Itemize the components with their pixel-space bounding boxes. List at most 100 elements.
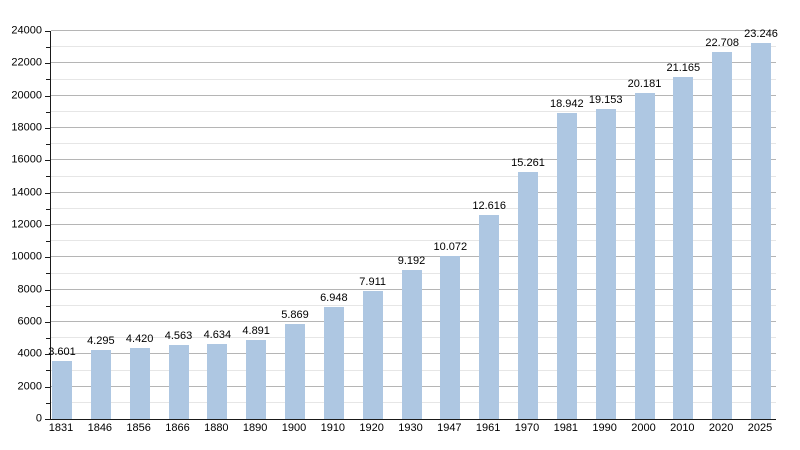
- y-axis-tick: [46, 47, 50, 48]
- bar-value-label: 3.601: [48, 345, 76, 358]
- bar: [285, 324, 305, 419]
- bar: [90, 349, 111, 419]
- bar: [168, 345, 189, 419]
- bar-value-label: 6.948: [320, 291, 348, 304]
- bar-value-label: 9.192: [397, 255, 426, 268]
- x-tick-label: 1920: [359, 422, 384, 434]
- y-tick-label: 16000: [11, 153, 42, 166]
- y-tick-label: 2000: [17, 380, 42, 393]
- bar: [556, 112, 577, 419]
- gridline-major: [51, 62, 776, 64]
- y-axis-tick: [46, 338, 50, 339]
- y-axis-tick: [45, 322, 50, 323]
- bar: [518, 172, 538, 419]
- y-tick-label: 12000: [11, 218, 42, 231]
- bar-value-label: 7.911: [359, 276, 387, 289]
- x-tick-label: 2010: [670, 422, 695, 434]
- bar-value-label: 21.165: [666, 61, 701, 74]
- y-axis-tick: [46, 176, 50, 177]
- bar: [362, 291, 383, 419]
- bar: [401, 270, 422, 419]
- x-tick-label: 1970: [514, 422, 540, 434]
- y-axis-tick: [45, 128, 50, 129]
- bar-value-label: 10.072: [433, 241, 468, 254]
- plot-area: 3.601 4.295 4.420 4.563 4.634 4.891 5.869 6.948…: [48, 28, 778, 420]
- x-tick-label: 1866: [165, 422, 190, 434]
- x-tick-label: 1981: [553, 422, 579, 434]
- gridline-major: [51, 224, 776, 225]
- y-axis-tick: [45, 96, 50, 97]
- bar: [323, 306, 344, 419]
- x-tick-label: 1890: [242, 422, 268, 434]
- y-axis-tick: [45, 257, 50, 258]
- bar-value-label: 4.563: [164, 330, 193, 343]
- y-axis-tick: [45, 160, 50, 161]
- gridline-major: [51, 94, 776, 96]
- bar: [52, 360, 72, 419]
- gridline-minor: [51, 110, 776, 112]
- gridline-major: [51, 256, 776, 258]
- bar: [712, 51, 733, 419]
- x-tick-label: 2020: [708, 422, 734, 434]
- x-tick-label: 1880: [204, 422, 229, 434]
- y-axis-tick: [45, 193, 50, 194]
- y-tick-label: 6000: [17, 315, 42, 328]
- bar: [673, 76, 694, 419]
- bar: [207, 344, 228, 419]
- y-tick-label: 10000: [11, 250, 42, 263]
- x-tick-label: 1990: [592, 422, 617, 434]
- gridline-major: [51, 159, 776, 161]
- y-axis-tick: [45, 354, 50, 355]
- y-axis-tick: [46, 241, 50, 242]
- x-tick-label: 1930: [398, 422, 423, 434]
- bar-value-label: 20.181: [627, 77, 662, 90]
- bar-value-label: 4.295: [87, 334, 115, 347]
- x-tick-label: 2025: [747, 422, 773, 434]
- y-axis-tick: [46, 306, 50, 307]
- y-axis-tick: [45, 63, 50, 64]
- bar-value-label: 19.153: [588, 94, 623, 107]
- y-tick-label: 22000: [11, 56, 42, 69]
- x-tick-label: 2000: [631, 422, 656, 434]
- bar-value-label: 12.616: [472, 200, 506, 213]
- bar: [751, 43, 771, 419]
- y-axis-tick: [45, 225, 50, 226]
- gridline-minor: [51, 46, 776, 48]
- y-axis-tick: [46, 144, 50, 145]
- bar-value-label: 23.246: [744, 28, 778, 41]
- x-tick-label: 1961: [475, 422, 501, 434]
- y-tick-label: 18000: [11, 121, 42, 134]
- bar-value-label: 4.891: [242, 324, 270, 337]
- y-tick-label: 0: [35, 412, 42, 425]
- gridline-minor: [51, 143, 776, 145]
- bar-value-label: 5.869: [281, 309, 309, 322]
- x-tick-label: 1846: [87, 422, 113, 434]
- y-axis-tick: [46, 209, 50, 210]
- x-tick-label: 1910: [320, 422, 346, 434]
- bar: [634, 92, 655, 419]
- y-tick-label: 8000: [17, 283, 42, 296]
- bar: [595, 109, 616, 419]
- y-axis-tick: [45, 290, 50, 291]
- y-tick-label: 20000: [11, 89, 42, 102]
- y-tick-label: 14000: [11, 186, 42, 199]
- x-tick-label: 1900: [281, 422, 307, 434]
- y-axis-tick: [46, 112, 50, 113]
- y-axis-tick: [45, 419, 50, 420]
- bar: [129, 347, 150, 419]
- y-tick-label: 24000: [11, 24, 42, 37]
- y-axis-tick: [46, 273, 50, 274]
- bar: [479, 215, 500, 419]
- gridline-major: [51, 127, 776, 128]
- x-tick-label: 1831: [48, 422, 74, 434]
- bar-value-label: 4.420: [125, 332, 154, 345]
- y-axis-tick: [45, 387, 50, 388]
- x-tick-label: 1947: [437, 422, 462, 434]
- y-axis-tick: [45, 31, 50, 32]
- gridline-major: [51, 30, 776, 31]
- bar: [440, 256, 461, 419]
- bar-value-label: 15.261: [511, 157, 545, 170]
- gridline-minor: [51, 78, 776, 80]
- gridline-major: [51, 191, 776, 193]
